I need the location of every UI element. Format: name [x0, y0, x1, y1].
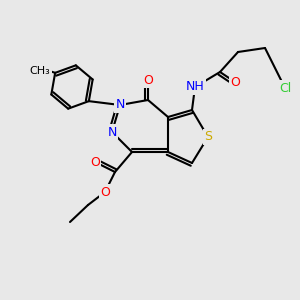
Text: O: O	[90, 155, 100, 169]
Text: O: O	[230, 76, 240, 88]
Text: S: S	[204, 130, 212, 143]
Text: N: N	[115, 98, 125, 112]
Text: O: O	[100, 185, 110, 199]
Text: N: N	[107, 125, 117, 139]
Text: O: O	[143, 74, 153, 86]
Text: CH₃: CH₃	[30, 66, 50, 76]
Text: Cl: Cl	[279, 82, 291, 94]
Text: NH: NH	[186, 80, 204, 94]
